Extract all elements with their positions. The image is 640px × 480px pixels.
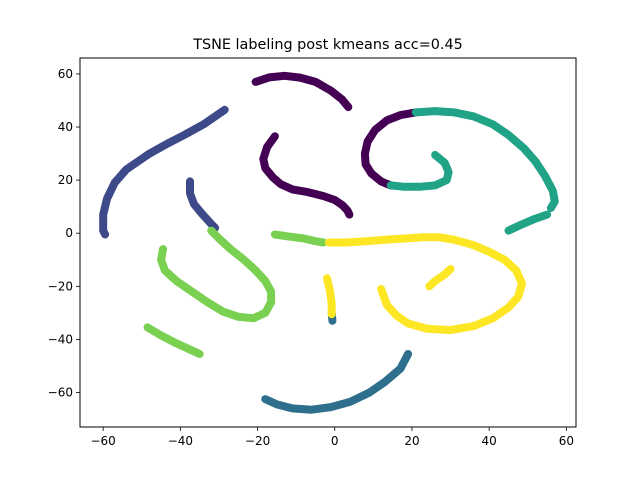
cluster-5-strand-2: [143, 323, 204, 358]
cluster-2-strand-1: [261, 350, 413, 414]
cluster-6-strand-0: [325, 233, 526, 335]
cluster-5-strand-1: [270, 230, 328, 247]
cluster-1-strand-0: [99, 105, 229, 239]
y-tick-label: 40: [58, 120, 73, 134]
x-tick-label: −60: [90, 434, 115, 448]
x-tick-label: 60: [559, 434, 574, 448]
x-tick-label: 0: [331, 434, 339, 448]
y-tick-label: 20: [58, 173, 73, 187]
cluster-5-strand-0: [157, 226, 276, 323]
y-tick-label: −60: [48, 385, 73, 399]
cluster-layer: [99, 71, 559, 414]
plot-frame: [79, 57, 577, 428]
cluster-0: [251, 71, 420, 219]
y-tick-label: 60: [58, 67, 73, 81]
cluster-5: [143, 226, 328, 358]
cluster-2: [261, 308, 413, 414]
x-tick-label: 40: [482, 434, 497, 448]
cluster-6: [323, 233, 526, 335]
chart-title: TSNE labeling post kmeans acc=0.45: [192, 37, 463, 53]
x-tick-label: −20: [245, 434, 270, 448]
cluster-1: [99, 105, 229, 239]
x-axis: −60 −40 −20 0 20 40 60: [90, 427, 574, 448]
y-axis: −60 −40 −20 0 20 40 60: [48, 67, 80, 399]
cluster-4: [386, 107, 559, 235]
cluster-6-strand-2: [425, 265, 455, 291]
cluster-0-strand-2: [360, 108, 420, 190]
y-tick-label: 0: [65, 226, 73, 240]
cluster-0-strand-0: [251, 71, 353, 112]
x-tick-label: 20: [404, 434, 419, 448]
cluster-1-strand-1: [186, 177, 220, 232]
x-tick-label: −40: [168, 434, 193, 448]
cluster-4-strand-1: [411, 107, 559, 212]
y-tick-label: −20: [48, 279, 73, 293]
cluster-0-strand-1: [259, 132, 354, 219]
y-tick-label: −40: [48, 332, 73, 346]
cluster-4-strand-0: [386, 150, 453, 191]
cluster-4-strand-2: [504, 210, 552, 235]
cluster-6-strand-1: [323, 274, 336, 319]
